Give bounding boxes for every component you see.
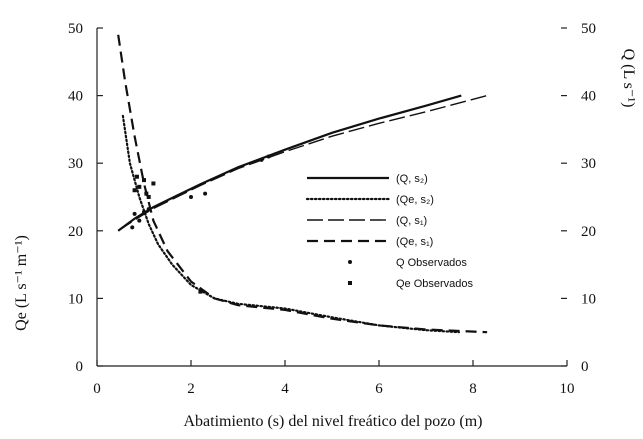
q-observed-point (142, 209, 146, 214)
qe-observed-point (146, 195, 151, 199)
q-observed-point (203, 191, 208, 196)
q-observed-point (130, 225, 135, 230)
x-axis-title: Abatimiento (s) del nivel freático del p… (183, 413, 482, 430)
q-observed-point (259, 157, 264, 162)
q-observed-point (146, 207, 151, 212)
q-observed-point (266, 154, 271, 159)
qe-observed-point (132, 188, 137, 193)
axes-frame (96, 28, 567, 367)
qe-observed-point (137, 184, 142, 189)
legend-label: Q Observados (396, 257, 467, 269)
series-line-1 (117, 94, 462, 232)
x-tick-label: 6 (375, 381, 383, 397)
y-left-tick-label: 50 (68, 21, 83, 37)
y-left-tick-label: 40 (68, 89, 83, 105)
qe-observed-point (134, 174, 139, 179)
legend-label: (Qe, s₂) (396, 194, 434, 206)
legend-label: (Qe, s₁) (396, 236, 433, 248)
x-tick-label: 4 (281, 381, 289, 397)
y-left-tick-label: 20 (68, 224, 83, 240)
legend: (Q, s₂) (Qe, s₂) (Q, s₁) (Qe, s₁) Q Observad… (305, 173, 474, 290)
legend-marker (348, 281, 352, 285)
qe-observed-point (142, 178, 146, 183)
y-right-tick-label: 0 (581, 359, 589, 375)
x-tick-label: 10 (560, 381, 575, 397)
q-observed-point (137, 218, 142, 223)
legend-label: Qe Observados (396, 278, 474, 290)
legend-marker (348, 260, 352, 264)
q-observed-point (132, 211, 137, 216)
y-axis-left-title: Qe (L s⁻¹ m⁻¹) (13, 235, 30, 331)
x-tick-label: 2 (187, 381, 195, 397)
series-line-3 (117, 94, 488, 232)
qe-observed-point (198, 289, 203, 294)
qe-observed-point (151, 181, 156, 186)
q-observed-point (189, 195, 193, 199)
legend-label: (Q, s₁) (396, 215, 427, 227)
x-tick-label: 0 (93, 381, 101, 397)
y-axis-right-title: Q (L s⁻¹) (620, 49, 637, 108)
y-right-tick-label: 40 (581, 89, 596, 105)
y-left-tick-label: 30 (68, 156, 83, 172)
y-right-tick-label: 10 (581, 291, 596, 307)
axis-ticks: 0 2 4 6 8 10 0 10 20 30 40 50 0 10 20 30 40 50 (68, 21, 596, 397)
y-right-tick-label: 20 (581, 224, 596, 240)
y-left-tick-label: 10 (68, 291, 83, 307)
legend-label: (Q, s₂) (396, 173, 428, 185)
y-left-tick-label: 0 (76, 359, 84, 375)
y-right-tick-label: 50 (581, 21, 596, 37)
qe-observed-point (144, 191, 149, 196)
data-series (117, 34, 488, 334)
y-right-tick-label: 30 (581, 156, 596, 172)
series-line-4 (117, 34, 488, 334)
x-tick-label: 8 (469, 381, 477, 397)
